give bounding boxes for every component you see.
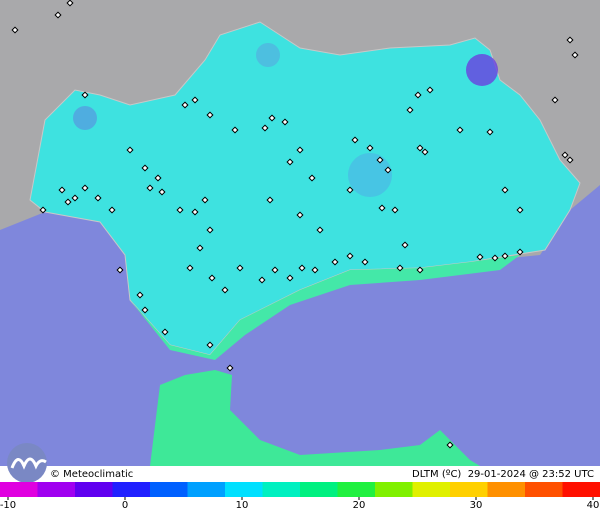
colorbar-segment [225,482,263,497]
colorbar-segment [450,482,488,497]
colorbar-segment [75,482,113,497]
colorbar-tick-label: 40 [587,500,600,511]
colorbar-tick-label: 10 [236,500,249,511]
colorbar-tick-label: 20 [353,500,366,511]
colorbar-segment [413,482,451,497]
colorbar-segment [113,482,151,497]
colorbar-segment [150,482,188,497]
colorbar-segment [488,482,526,497]
cold-spot [348,153,392,197]
colorbar-segment [375,482,413,497]
colorbar-segment [38,482,76,497]
colorbar-tick-label: -10 [0,500,16,511]
colorbar: -10 0 10 20 30 40 [0,482,600,511]
colorbar-segment [0,482,38,497]
colorbar-segment [300,482,338,497]
colorbar-segment [525,482,563,497]
cold-spot [256,43,280,67]
caption: DLTM (ºC) 29-01-2024 @ 23:52 UTC [412,469,594,480]
colorbar-segment [188,482,226,497]
credit: © Meteoclimatic [50,469,133,480]
colorbar-tick-label: 0 [122,500,128,511]
cold-spot [466,54,498,86]
colorbar-segment [263,482,301,497]
colorbar-tick-label: 30 [470,500,483,511]
colorbar-segment [338,482,376,497]
cold-spot [73,106,97,130]
colorbar-segment [563,482,600,497]
